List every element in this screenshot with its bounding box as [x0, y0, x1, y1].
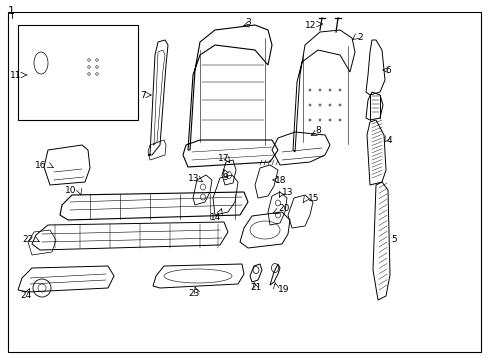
Text: 23: 23 — [187, 289, 199, 298]
Bar — [18, 25, 138, 120]
Text: 19: 19 — [278, 285, 289, 294]
Text: 13: 13 — [187, 174, 199, 183]
Text: 13: 13 — [282, 188, 293, 197]
Text: 4: 4 — [386, 135, 392, 144]
Text: 7: 7 — [140, 90, 145, 99]
Text: 8: 8 — [314, 126, 320, 135]
Text: 10: 10 — [65, 185, 76, 194]
Text: 16: 16 — [35, 161, 46, 170]
Text: 21: 21 — [249, 284, 261, 292]
Text: 9: 9 — [222, 172, 227, 181]
Text: 1: 1 — [8, 6, 15, 16]
Text: 11: 11 — [10, 71, 21, 80]
Text: 5: 5 — [390, 235, 396, 244]
Text: 18: 18 — [274, 176, 286, 185]
Text: 12: 12 — [305, 21, 316, 30]
Text: 14: 14 — [209, 212, 221, 221]
Text: 20: 20 — [278, 203, 289, 212]
Text: 2: 2 — [356, 32, 362, 41]
Text: 3: 3 — [244, 18, 250, 27]
Text: 22: 22 — [22, 235, 33, 244]
Text: 17: 17 — [218, 153, 229, 162]
Text: 15: 15 — [307, 194, 319, 202]
Text: 6: 6 — [384, 66, 390, 75]
Text: 24: 24 — [20, 291, 31, 300]
